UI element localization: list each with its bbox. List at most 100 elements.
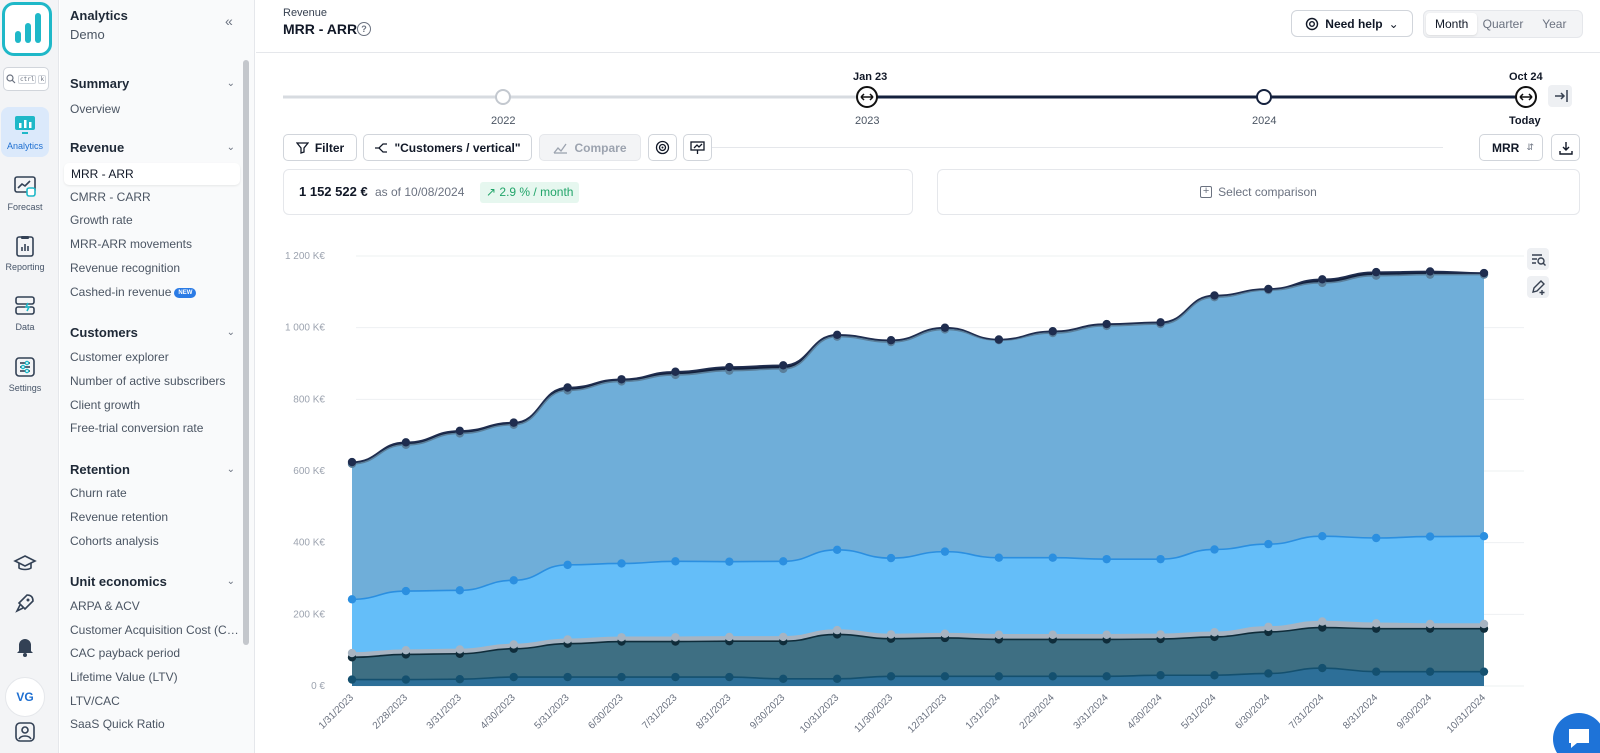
timeline-node-2022[interactable]	[495, 89, 511, 105]
data-point[interactable]	[886, 336, 896, 345]
menu-item-cac-payback[interactable]: CAC payback period	[70, 646, 181, 660]
data-point[interactable]	[401, 645, 411, 655]
rail-settings[interactable]: Settings	[1, 349, 49, 399]
section-revenue[interactable]: Revenue ⌄	[70, 140, 235, 155]
need-help-button[interactable]: Need help ⌄	[1291, 10, 1413, 37]
data-point[interactable]	[401, 675, 411, 684]
app-logo[interactable]	[2, 2, 52, 56]
range-end-handle[interactable]	[1515, 86, 1537, 108]
data-point[interactable]	[347, 648, 357, 658]
data-point[interactable]	[347, 595, 357, 604]
data-point[interactable]	[1425, 267, 1435, 276]
data-point[interactable]	[1371, 667, 1381, 676]
data-point[interactable]	[994, 630, 1004, 639]
data-point[interactable]	[940, 672, 950, 681]
data-point[interactable]	[1318, 623, 1327, 632]
data-point[interactable]	[563, 560, 572, 570]
data-point[interactable]	[994, 672, 1004, 681]
annotate-chart-tool[interactable]	[1527, 276, 1549, 298]
question-icon[interactable]: ?	[357, 22, 371, 36]
data-point[interactable]	[725, 672, 734, 682]
data-point[interactable]	[1371, 619, 1381, 628]
rail-data[interactable]: Data	[1, 288, 49, 338]
data-point[interactable]	[1264, 669, 1273, 678]
data-point[interactable]	[347, 675, 357, 684]
data-point[interactable]	[725, 632, 734, 642]
menu-item-churn-rate[interactable]: Churn rate	[70, 486, 127, 500]
data-point[interactable]	[671, 557, 680, 566]
data-point[interactable]	[832, 545, 842, 555]
menu-item-mrr-arr[interactable]: MRR - ARR	[64, 163, 240, 185]
menu-item-ltv-cac[interactable]: LTV/CAC	[70, 694, 120, 708]
data-point[interactable]	[563, 672, 572, 682]
data-point[interactable]	[832, 330, 842, 340]
menu-item-cmrr-carr[interactable]: CMRR - CARR	[70, 190, 151, 204]
section-summary[interactable]: Summary ⌄	[70, 76, 235, 91]
data-point[interactable]	[1318, 663, 1327, 673]
bell-icon[interactable]	[13, 634, 37, 658]
data-point[interactable]	[1479, 619, 1489, 629]
data-point[interactable]	[832, 674, 842, 684]
presentation-button[interactable]	[683, 134, 712, 161]
data-point[interactable]	[1210, 671, 1219, 680]
data-point[interactable]	[401, 438, 411, 447]
academy-icon[interactable]	[13, 551, 37, 575]
data-point[interactable]	[1318, 275, 1327, 284]
data-point[interactable]	[1102, 319, 1111, 329]
data-point[interactable]	[455, 674, 465, 684]
timeline-node-2024[interactable]	[1256, 89, 1272, 105]
metric-select[interactable]: MRR ⇵	[1479, 134, 1543, 161]
data-point[interactable]	[1425, 532, 1435, 541]
menu-item-active-subscribers[interactable]: Number of active subscribers	[70, 374, 226, 388]
data-point[interactable]	[1156, 630, 1165, 639]
data-point[interactable]	[725, 362, 734, 372]
data-point[interactable]	[1102, 672, 1111, 681]
menu-item-arpa-acv[interactable]: ARPA & ACV	[70, 599, 140, 613]
data-point[interactable]	[1425, 667, 1435, 676]
data-point[interactable]	[347, 457, 357, 467]
data-point[interactable]	[779, 632, 788, 642]
data-point[interactable]	[940, 323, 950, 332]
data-point[interactable]	[994, 553, 1004, 562]
account-icon[interactable]	[13, 720, 37, 744]
data-point[interactable]	[509, 640, 518, 649]
data-point[interactable]	[671, 367, 680, 376]
period-month[interactable]: Month	[1426, 13, 1478, 35]
section-customers[interactable]: Customers ⌄	[70, 325, 235, 340]
data-point[interactable]	[1371, 533, 1381, 543]
download-button[interactable]	[1551, 134, 1580, 161]
data-point[interactable]	[1048, 327, 1057, 336]
menu-item-cac[interactable]: Customer Acquisition Cost (CAC)	[70, 623, 240, 637]
data-point[interactable]	[886, 672, 896, 681]
select-comparison-button[interactable]: + Select comparison	[937, 169, 1580, 215]
collapse-sidebar-icon[interactable]: «	[225, 13, 233, 29]
zoom-chart-tool[interactable]	[1527, 248, 1549, 270]
data-point[interactable]	[455, 586, 465, 595]
period-year[interactable]: Year	[1542, 17, 1567, 31]
menu-item-free-trial-conversion[interactable]: Free-trial conversion rate	[70, 421, 204, 435]
data-point[interactable]	[1156, 318, 1165, 327]
data-point[interactable]	[1156, 554, 1165, 564]
range-start-handle[interactable]	[856, 86, 878, 108]
menu-item-revenue-retention[interactable]: Revenue retention	[70, 510, 169, 524]
period-quarter[interactable]: Quarter	[1482, 17, 1524, 31]
data-point[interactable]	[509, 576, 518, 585]
search-shortcut[interactable]: ctrl k	[3, 67, 49, 91]
data-point[interactable]	[886, 553, 896, 563]
data-point[interactable]	[994, 335, 1004, 344]
menu-item-cashed-in-revenue[interactable]: Cashed-in revenue NEW	[70, 281, 240, 303]
data-point[interactable]	[725, 557, 734, 566]
data-point[interactable]	[1318, 532, 1327, 541]
data-point[interactable]	[1048, 553, 1057, 562]
data-point[interactable]	[940, 629, 950, 638]
user-avatar[interactable]: VG	[5, 677, 45, 717]
data-point[interactable]	[455, 645, 465, 654]
menu-item-overview[interactable]: Overview	[70, 102, 121, 116]
menu-item-cohorts-analysis[interactable]: Cohorts analysis	[70, 534, 159, 548]
data-point[interactable]	[779, 674, 788, 684]
rail-reporting[interactable]: Reporting	[1, 228, 49, 278]
data-point[interactable]	[455, 426, 465, 436]
menu-item-revenue-recognition[interactable]: Revenue recognition	[70, 261, 181, 275]
filter-button[interactable]: Filter	[283, 134, 357, 161]
menu-item-growth-rate[interactable]: Growth rate	[70, 213, 133, 227]
